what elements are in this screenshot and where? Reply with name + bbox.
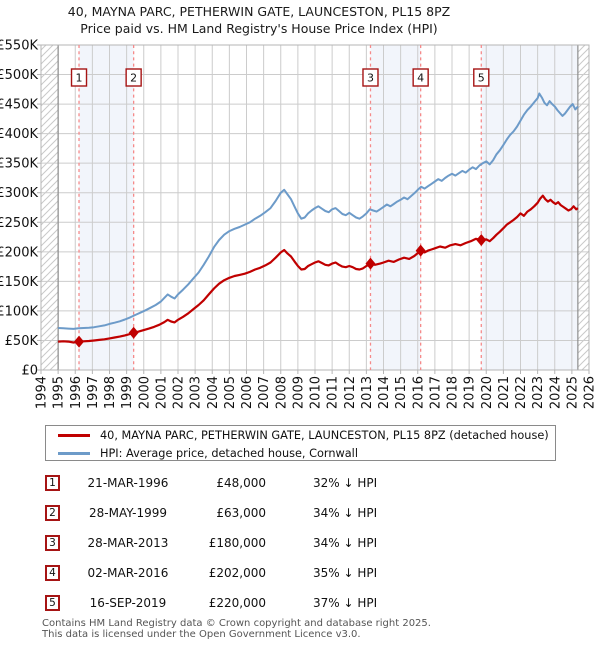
axis-ticks [37,44,590,374]
sale-date: 28-MAY-1999 [88,506,167,520]
sale-vs-hpi: 34% ↓ HPI [313,506,378,520]
svg-text:2019: 2019 [463,376,478,409]
sale-markers [74,234,487,348]
sale-price: £220,000 [208,596,266,610]
svg-text:£550K: £550K [0,39,38,54]
svg-text:2005: 2005 [223,376,238,409]
sale-row-3: 3 28-MAR-2013 £180,000 34% ↓ HPI [0,535,600,553]
sale-vs-hpi: 34% ↓ HPI [313,536,378,550]
sale-row-1: 1 21-MAR-1996 £48,000 32% ↓ HPI [0,475,600,493]
sale-number-badge: 3 [45,535,60,551]
svg-text:2007: 2007 [257,376,272,409]
chart-title: 40, MAYNA PARC, PETHERWIN GATE, LAUNCEST… [67,4,451,19]
svg-text:£300K: £300K [0,186,38,201]
svg-text:2013: 2013 [360,376,375,409]
svg-text:2004: 2004 [206,376,221,409]
svg-text:2026: 2026 [583,376,598,409]
svg-text:2022: 2022 [514,376,529,409]
svg-text:2011: 2011 [326,376,341,409]
svg-text:2014: 2014 [377,376,392,409]
svg-text:2017: 2017 [428,376,443,409]
sale-date: 02-MAR-2016 [87,566,169,580]
legend-label-property: 40, MAYNA PARC, PETHERWIN GATE, LAUNCEST… [100,429,549,442]
hpi-series-line [58,92,579,330]
price-paid-vs-hpi-chart: 1 2 3 4 5 £0 £50K £100K £150K £200K £250K £300K £350… [0,39,598,410]
sale-date: 21-MAR-1996 [87,476,169,490]
svg-text:2000: 2000 [137,376,152,409]
svg-text:1994: 1994 [35,376,50,409]
property-series-line [58,194,579,344]
svg-text:1998: 1998 [103,376,118,409]
svg-text:1995: 1995 [52,376,67,409]
legend-line-red [58,434,90,437]
svg-text:£250K: £250K [0,216,38,231]
sale-price: £48,000 [216,476,266,490]
legend-line-blue [58,452,90,455]
sale-price: £63,000 [216,506,266,520]
footer-copyright: Contains HM Land Registry data © Crown c… [42,618,431,629]
legend-label-hpi: HPI: Average price, detached house, Corn… [100,447,358,460]
legend-item-property: 40, MAYNA PARC, PETHERWIN GATE, LAUNCEST… [46,427,555,444]
svg-text:2023: 2023 [531,376,546,409]
svg-text:2015: 2015 [394,376,409,409]
y-axis-labels: £0 £50K £100K £150K £200K £250K £300K £350K £400… [0,39,38,379]
svg-text:2: 2 [130,72,137,85]
svg-text:£450K: £450K [0,98,38,113]
svg-text:2001: 2001 [154,376,169,409]
sale-row-4: 4 02-MAR-2016 £202,000 35% ↓ HPI [0,565,600,583]
sale-date: 28-MAR-2013 [87,536,169,550]
svg-text:£500K: £500K [0,68,38,83]
chart-legend: 40, MAYNA PARC, PETHERWIN GATE, LAUNCEST… [45,425,556,461]
sale-number-badge: 5 [45,595,60,611]
sale-vs-hpi: 32% ↓ HPI [313,476,378,490]
sale-row-2: 2 28-MAY-1999 £63,000 34% ↓ HPI [0,505,600,523]
sale-vs-hpi: 35% ↓ HPI [313,566,378,580]
svg-text:1: 1 [76,72,83,85]
svg-text:2018: 2018 [446,376,461,409]
sale-row-5: 5 16-SEP-2019 £220,000 37% ↓ HPI [0,595,600,613]
svg-text:£350K: £350K [0,157,38,172]
svg-text:2003: 2003 [189,376,204,409]
sale-dashed-lines [78,45,482,370]
svg-text:2012: 2012 [343,376,358,409]
sale-number-badge: 4 [45,565,60,581]
sale-date: 16-SEP-2019 [89,596,167,610]
svg-text:2020: 2020 [480,376,495,409]
svg-text:£150K: £150K [0,275,38,290]
svg-text:2024: 2024 [548,376,563,409]
svg-text:2008: 2008 [274,376,289,409]
sale-vs-hpi: 37% ↓ HPI [313,596,378,610]
sale-price: £180,000 [208,536,266,550]
no-data-hatch [41,45,589,370]
svg-text:5: 5 [478,72,485,85]
svg-text:£100K: £100K [0,304,38,319]
svg-text:1996: 1996 [69,376,84,409]
legend-item-hpi: HPI: Average price, detached house, Corn… [46,445,555,462]
x-axis-labels: 1994 1995 1996 1997 1998 1999 2000 2001 2002 2003… [35,376,598,409]
svg-text:£0: £0 [21,364,38,379]
chart-subtitle: Price paid vs. HM Land Registry's House … [80,21,438,36]
sale-number-badges: 1 2 3 4 5 [70,68,490,87]
svg-text:2016: 2016 [411,376,426,409]
svg-text:£200K: £200K [0,245,38,260]
svg-text:2006: 2006 [240,376,255,409]
svg-text:2025: 2025 [565,376,580,409]
svg-text:2002: 2002 [172,376,187,409]
ownership-bands [79,45,578,370]
sale-number-badge: 1 [45,475,60,491]
svg-text:1997: 1997 [86,376,101,409]
footer-licence: This data is licensed under the Open Gov… [42,629,361,640]
svg-text:£400K: £400K [0,127,38,142]
svg-text:2009: 2009 [291,376,306,409]
svg-text:2010: 2010 [309,376,324,409]
svg-text:£50K: £50K [5,334,39,349]
svg-text:4: 4 [417,72,424,85]
sale-number-badge: 2 [45,505,60,521]
svg-text:1999: 1999 [120,376,135,409]
sale-price: £202,000 [208,566,266,580]
svg-text:3: 3 [367,72,374,85]
svg-text:2021: 2021 [497,376,512,409]
